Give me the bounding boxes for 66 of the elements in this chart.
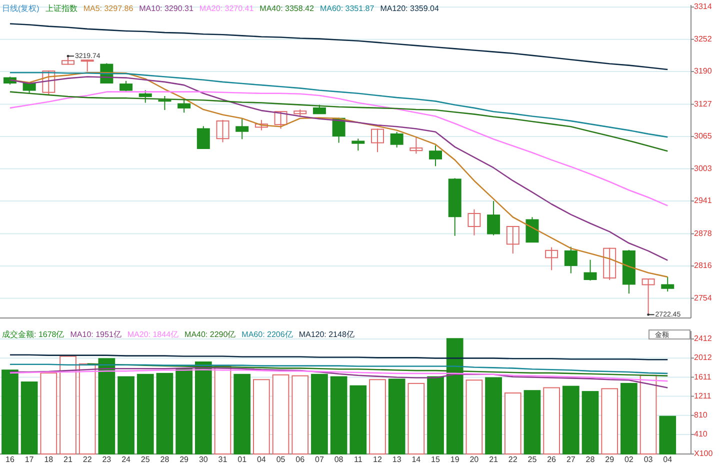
xtick-label: 28: [160, 455, 170, 463]
ytick-label: 2941: [694, 196, 712, 206]
ytick-label: X100: [694, 449, 713, 458]
xtick-label: 05: [276, 455, 286, 463]
xtick-label: 01: [238, 455, 247, 463]
legend-item: MA10: 3290.31: [139, 4, 194, 14]
ytick-label: 2754: [694, 293, 712, 302]
xtick-label: 24: [122, 455, 130, 463]
ytick-label: 2816: [694, 261, 712, 270]
legend-item: MA120: 2148亿: [298, 330, 354, 340]
xtick-label: 04: [663, 455, 672, 463]
ytick-label: 3252: [694, 34, 712, 44]
legend-item: MA10: 1951亿: [70, 330, 122, 340]
xtick-label: 21: [64, 455, 72, 463]
ytick-label: 1611: [694, 372, 712, 382]
ytick-label: 3065: [694, 132, 712, 141]
xtick-label: 15: [431, 455, 440, 463]
ytick-label: 810: [694, 410, 708, 420]
ytick-label: 2412: [694, 334, 712, 344]
title: 日线(复权): [2, 4, 40, 14]
xtick-label: 11: [354, 455, 362, 463]
xtick-label: 06: [296, 455, 305, 463]
xtick-label: 13: [392, 455, 402, 463]
xtick-label: 21: [489, 455, 498, 463]
legend-item: MA60: 3351.87: [320, 4, 374, 14]
xtick-label: 19: [450, 455, 460, 463]
xtick-label: 26: [547, 455, 556, 463]
xtick-label: 16: [6, 455, 14, 463]
xtick-label: 20: [470, 455, 479, 463]
legend-item: MA40: 3358.42: [260, 4, 314, 14]
xtick-label: 04: [256, 455, 266, 463]
xtick-label: 17: [24, 455, 34, 463]
xtick-label: 29: [605, 455, 614, 463]
xtick-label: 25: [140, 455, 150, 463]
ytick-label: 3127: [694, 99, 712, 108]
xtick-label: 25: [528, 455, 537, 463]
ytick-label: 3314: [694, 2, 712, 12]
ytick-label: 1211: [694, 391, 712, 400]
xtick-label: 31: [218, 455, 228, 463]
xtick-label: 22: [508, 455, 518, 463]
legend-item: MA120: 3359.04: [380, 4, 439, 14]
xtick-label: 27: [566, 455, 576, 463]
xtick-label: 22: [82, 455, 92, 463]
xtick-label: 23: [102, 455, 112, 463]
xtick-label: 08: [334, 455, 344, 463]
xtick-label: 07: [315, 455, 324, 463]
xtick-label: 14: [412, 455, 421, 463]
ytick-label: 410: [694, 430, 708, 439]
ytick-label: 3190: [694, 66, 712, 76]
xtick-label: 30: [198, 455, 208, 463]
xtick-label: 29: [180, 455, 188, 463]
xtick-label: 18: [44, 455, 54, 463]
legend-item: MA40: 2290亿: [184, 330, 236, 340]
ytick-label: 2878: [694, 228, 712, 238]
xtick-label: 03: [644, 455, 653, 463]
legend-item: MA20: 1844亿: [127, 330, 179, 340]
ytick-label: 2012: [694, 353, 712, 362]
legend-item: MA60: 2206亿: [242, 330, 293, 340]
legend-item: MA20: 3270.41: [199, 4, 254, 14]
legend-item: 成交金额: 1678亿: [2, 330, 64, 340]
subtitle: 上证指数: [45, 4, 78, 14]
xtick-label: 28: [586, 455, 595, 463]
legend-item: MA5: 3297.86: [83, 4, 134, 14]
xtick-label: 12: [373, 455, 382, 463]
xtick-label: 02: [624, 455, 634, 463]
ytick-label: 3003: [694, 164, 712, 173]
